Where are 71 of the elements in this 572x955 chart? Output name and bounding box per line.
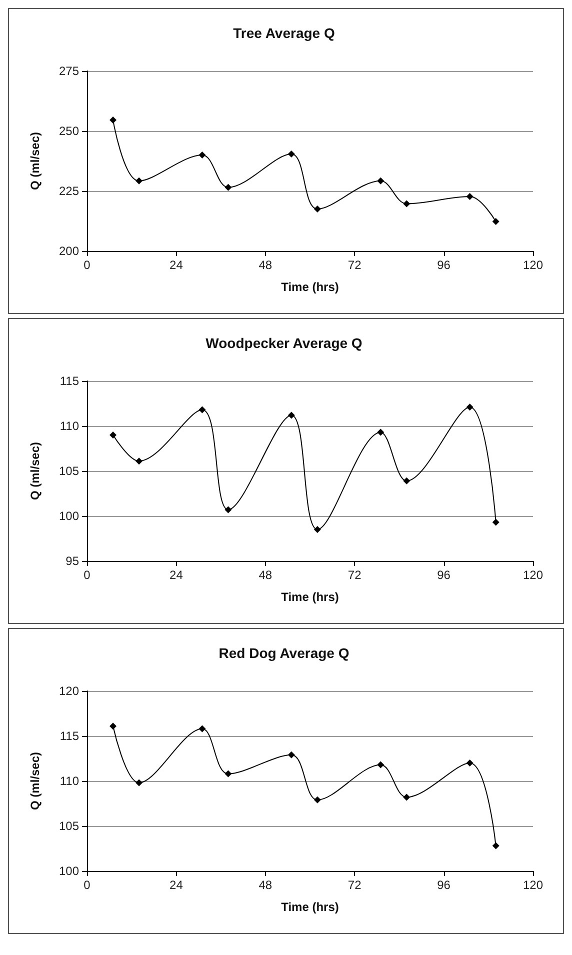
y-tick-label: 225 [58, 184, 80, 198]
y-tick-label: 105 [58, 819, 80, 833]
chart-title: Tree Average Q [233, 25, 335, 41]
point [288, 150, 295, 158]
x-tick-label: 0 [84, 878, 91, 892]
point [224, 770, 232, 778]
y-tick-label: 95 [66, 554, 80, 568]
point [224, 184, 232, 191]
chart-title: Woodpecker Average Q [206, 335, 362, 351]
point [377, 177, 384, 184]
x-tick-label: 0 [84, 258, 91, 272]
x-axis-title: Time (hrs) [281, 280, 339, 294]
point [492, 842, 500, 850]
point [466, 193, 474, 200]
x-tick-label: 24 [170, 568, 184, 582]
y-tick-label: 115 [60, 729, 80, 743]
y-tick-label: 110 [60, 774, 80, 788]
point [224, 506, 232, 514]
point [377, 428, 384, 436]
x-tick-label: 48 [258, 878, 272, 892]
x-tick-label: 120 [522, 258, 544, 272]
x-tick-label: 96 [437, 258, 451, 272]
point [492, 518, 500, 526]
point [136, 779, 143, 786]
x-axis-title: Time (hrs) [281, 900, 339, 914]
x-tick-label: 120 [522, 568, 544, 582]
point [110, 116, 117, 124]
point [136, 458, 143, 465]
x-tick-label: 72 [348, 568, 362, 582]
point [403, 200, 410, 208]
point [403, 794, 410, 801]
y-axis-title: Q (ml/sec) [28, 752, 42, 810]
chart-title: Red Dog Average Q [218, 645, 350, 661]
y-tick-label: 100 [58, 509, 80, 523]
y-tick-label: 105 [58, 464, 80, 478]
point [403, 477, 410, 484]
y-tick-label: 120 [58, 684, 80, 698]
point [198, 406, 206, 414]
point [466, 760, 474, 766]
y-axis-title: Q (ml/sec) [28, 442, 42, 500]
point [198, 152, 206, 158]
point [377, 761, 384, 768]
x-tick-label: 96 [437, 878, 451, 892]
x-tick-label: 24 [170, 258, 184, 272]
y-axis-title: Q (ml/sec) [28, 132, 42, 190]
y-tick-label: 115 [60, 374, 80, 388]
point [110, 432, 117, 438]
point [314, 526, 321, 533]
point [314, 206, 321, 212]
y-tick-label: 110 [60, 419, 80, 433]
x-tick-label: 72 [348, 878, 362, 892]
y-tick-label: 200 [58, 244, 80, 258]
y-tick-label: 100 [58, 864, 80, 878]
point [314, 796, 321, 804]
y-tick-label: 250 [58, 124, 80, 138]
x-tick-label: 24 [170, 878, 184, 892]
x-tick-label: 48 [258, 568, 272, 582]
x-tick-label: 48 [258, 258, 272, 272]
x-tick-label: 72 [348, 258, 362, 272]
point [136, 177, 143, 184]
point [288, 412, 295, 419]
x-tick-label: 0 [84, 568, 91, 582]
point [198, 725, 206, 732]
y-tick-label: 275 [58, 64, 80, 78]
x-axis-title: Time (hrs) [281, 590, 339, 604]
point [288, 751, 295, 758]
point [492, 218, 500, 225]
point [466, 404, 474, 411]
x-tick-label: 120 [522, 878, 544, 892]
point [110, 722, 117, 730]
x-tick-label: 96 [437, 568, 451, 582]
